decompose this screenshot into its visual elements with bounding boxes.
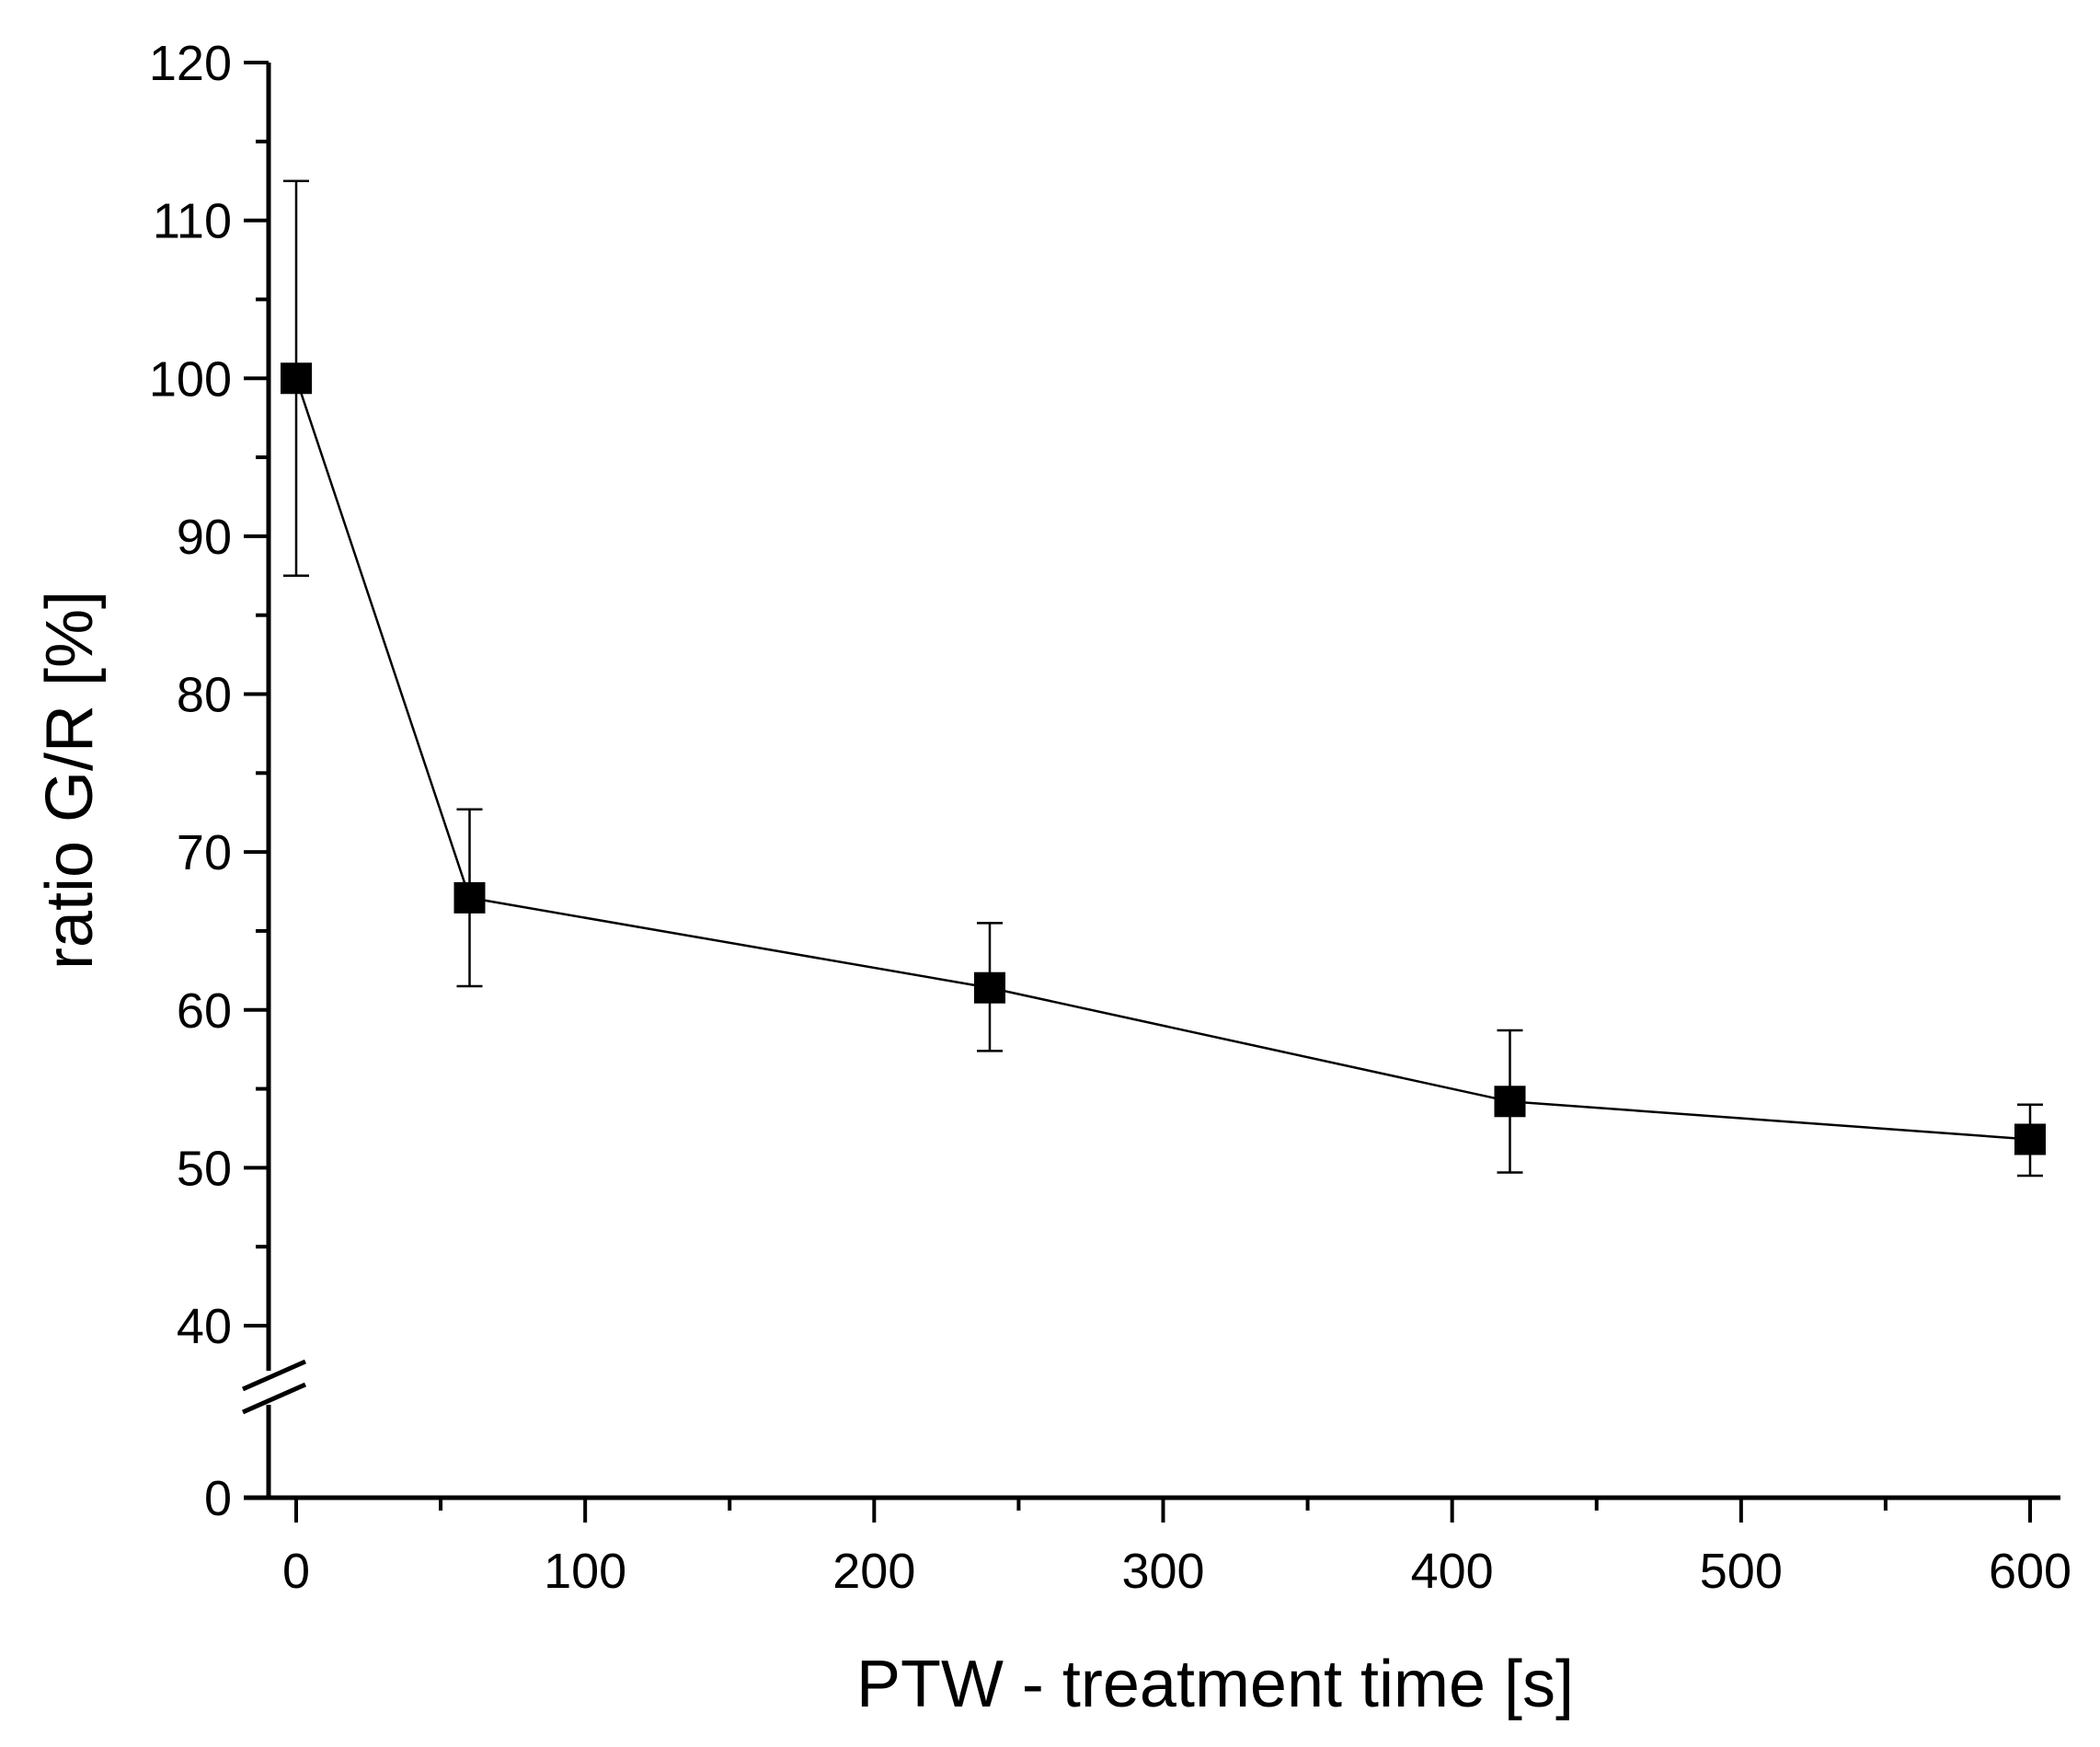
- x-tick-label: 200: [832, 1544, 915, 1599]
- data-point: [974, 971, 1005, 1004]
- y-axis-break-mark-bottom: [241, 1382, 307, 1415]
- x-axis-title: PTW - treatment time [s]: [856, 1648, 1574, 1721]
- y-tick-label: 0: [204, 1471, 232, 1526]
- x-tick-label: 100: [544, 1544, 626, 1599]
- y-tick-label: 60: [177, 983, 232, 1039]
- y-tick-label: 90: [177, 510, 232, 565]
- data-point: [2014, 1123, 2046, 1155]
- data-point: [1494, 1086, 1526, 1118]
- data-point: [453, 881, 486, 914]
- series-line: [294, 377, 2031, 1141]
- x-tick-label: 300: [1121, 1544, 1204, 1599]
- y-tick-label: 120: [149, 36, 232, 91]
- y-tick-label: 40: [177, 1299, 232, 1354]
- y-tick-label: 80: [177, 668, 232, 723]
- x-tick-label: 600: [1989, 1544, 2071, 1599]
- y-tick-label: 50: [177, 1141, 232, 1196]
- data-point: [281, 362, 312, 395]
- axes: [241, 63, 2060, 1500]
- plot-area: [281, 179, 2046, 1178]
- y-tick-label: 110: [153, 194, 232, 249]
- x-tick-label: 400: [1411, 1544, 1494, 1599]
- y-axis-title: ratio G/R [%]: [33, 591, 107, 970]
- ticks: [244, 61, 2032, 1523]
- y-axis-break-mark-top: [241, 1359, 307, 1392]
- x-tick-label: 0: [282, 1544, 310, 1599]
- tick-labels: 0 40 50 60 70 80 90 100 110 120 0 100 200 300 400 500 60…: [149, 36, 2071, 1599]
- y-tick-label: 70: [177, 825, 232, 880]
- y-tick-label: 100: [149, 351, 232, 407]
- x-tick-label: 500: [1700, 1544, 1783, 1599]
